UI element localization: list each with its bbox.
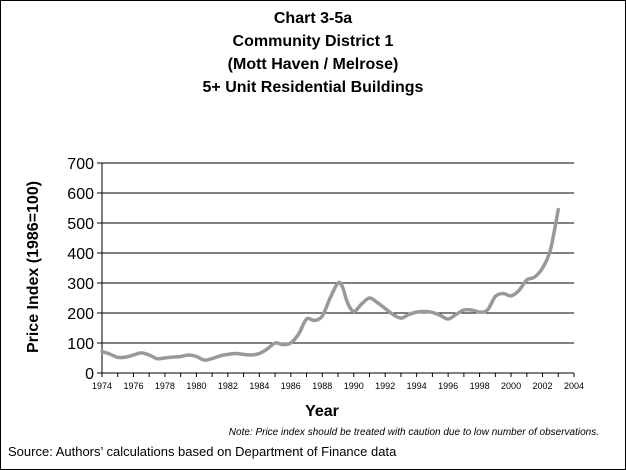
y-tick-label: 700	[67, 156, 94, 173]
series-layer	[100, 207, 561, 362]
x-tick-label: 2002	[533, 381, 553, 391]
y-tick-label: 0	[85, 366, 94, 383]
x-axis-title: Year	[305, 403, 339, 420]
x-tick-label: 1990	[344, 381, 364, 391]
x-tick-label: 1996	[438, 381, 458, 391]
title-line-2: Community District 1	[233, 33, 394, 50]
y-tick-label: 100	[67, 336, 94, 353]
x-tick-label: 1988	[312, 381, 332, 391]
x-tick-labels: 1974 1976 1978 1980 1982 1984 1986 1988 1990 1992…	[92, 381, 584, 391]
x-tick-label: 1994	[407, 381, 427, 391]
title-line-3: (Mott Haven / Melrose)	[228, 56, 399, 73]
x-tick-label: 1982	[218, 381, 238, 391]
gridlines	[102, 162, 574, 344]
x-tick-label: 1986	[281, 381, 301, 391]
price-index-line	[100, 207, 561, 362]
y-tick-label: 600	[67, 186, 94, 203]
title-line-1: Chart 3-5a	[274, 10, 352, 27]
x-tick-label: 1992	[375, 381, 395, 391]
chart-title: Chart 3-5a Community District 1 (Mott Ha…	[203, 10, 424, 96]
x-tick-label: 1980	[186, 381, 206, 391]
x-tick-label: 2004	[564, 381, 584, 391]
x-tick-label: 1976	[123, 381, 143, 391]
x-tick-label: 1998	[470, 381, 490, 391]
y-tick-label: 400	[67, 246, 94, 263]
x-tick-label: 1974	[92, 381, 112, 391]
y-tick-label: 300	[67, 276, 94, 293]
x-tick-label: 1978	[155, 381, 175, 391]
x-tick-label: 2000	[501, 381, 521, 391]
y-axis-title: Price Index (1986=100)	[25, 181, 42, 353]
axes	[97, 162, 575, 377]
title-line-4: 5+ Unit Residential Buildings	[203, 79, 424, 96]
chart-note: Note: Price index should be treated with…	[229, 427, 599, 438]
y-tick-labels: 0 100 200 300 400 500 600 700	[67, 156, 94, 383]
y-tick-label: 500	[67, 216, 94, 233]
x-tick-label: 1984	[249, 381, 269, 391]
y-tick-label: 200	[67, 306, 94, 323]
chart-source: Source: Authors’ calculations based on D…	[8, 444, 397, 459]
